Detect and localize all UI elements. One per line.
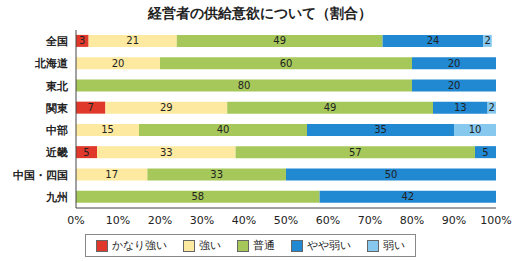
svg-text:中部: 中部	[46, 124, 68, 137]
svg-text:49: 49	[273, 35, 286, 46]
svg-text:2: 2	[489, 102, 495, 113]
svg-text:80: 80	[238, 80, 251, 91]
svg-text:49: 49	[324, 102, 337, 113]
svg-text:21: 21	[126, 35, 139, 46]
svg-text:40: 40	[217, 124, 230, 135]
svg-text:24: 24	[427, 35, 440, 46]
svg-text:50%: 50%	[274, 214, 298, 227]
svg-text:33: 33	[160, 147, 173, 158]
svg-text:35: 35	[374, 124, 387, 135]
svg-text:50: 50	[385, 169, 398, 180]
svg-text:29: 29	[160, 102, 173, 113]
svg-text:0%: 0%	[67, 214, 84, 227]
svg-text:57: 57	[349, 147, 362, 158]
svg-text:33: 33	[210, 169, 223, 180]
html-text:やや弱い: やや弱い	[306, 239, 351, 252]
svg-text:5: 5	[482, 147, 488, 158]
svg-text:17: 17	[105, 169, 118, 180]
svg-text:5: 5	[83, 147, 89, 158]
svg-text:20: 20	[112, 58, 125, 69]
svg-text:20%: 20%	[148, 214, 172, 227]
svg-text:80%: 80%	[400, 214, 424, 227]
svg-text:60: 60	[280, 58, 293, 69]
html-text:経営者の供給意欲について（割合）: 経営者の供給意欲について（割合）	[148, 5, 372, 21]
svg-text:20: 20	[448, 80, 461, 91]
svg-text:10%: 10%	[106, 214, 130, 227]
svg-text:九州: 九州	[45, 191, 68, 204]
svg-text:20: 20	[448, 58, 461, 69]
svg-text:90%: 90%	[442, 214, 466, 227]
svg-text:近畿: 近畿	[45, 146, 68, 159]
svg-text:42: 42	[401, 191, 414, 202]
svg-text:中国・四国: 中国・四国	[13, 169, 68, 182]
svg-text:東北: 東北	[45, 80, 69, 93]
svg-text:全国: 全国	[45, 35, 68, 48]
svg-text:70%: 70%	[358, 214, 382, 227]
svg-text:北海道: 北海道	[34, 57, 69, 70]
svg-text:関東: 関東	[46, 102, 69, 115]
svg-text:60%: 60%	[316, 214, 340, 227]
svg-text:13: 13	[454, 102, 467, 113]
svg-text:15: 15	[101, 124, 114, 135]
svg-text:30%: 30%	[190, 214, 214, 227]
html-text:強い: 強い	[198, 239, 221, 252]
svg-text:40%: 40%	[232, 214, 256, 227]
svg-text:10: 10	[469, 124, 482, 135]
svg-text:3: 3	[79, 35, 85, 46]
html-text:弱い: 弱い	[382, 239, 405, 252]
html-text:かなり強い: かなり強い	[111, 239, 167, 252]
html-text:普通: 普通	[252, 239, 275, 252]
svg-text:2: 2	[484, 35, 490, 46]
svg-text:58: 58	[191, 191, 204, 202]
svg-text:7: 7	[88, 102, 94, 113]
svg-text:100%: 100%	[480, 214, 511, 227]
